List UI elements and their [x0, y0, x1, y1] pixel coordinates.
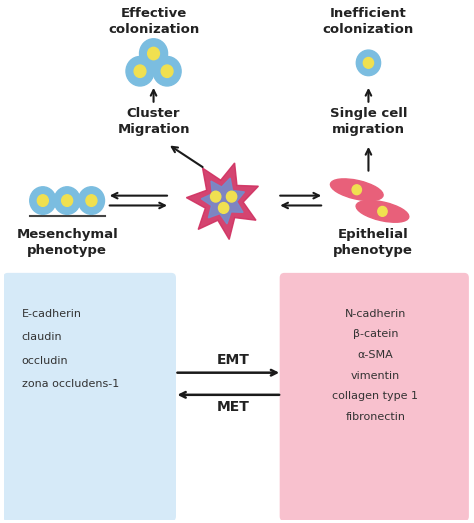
Circle shape: [30, 187, 56, 214]
Circle shape: [378, 207, 387, 217]
Circle shape: [139, 39, 168, 69]
Text: α-SMA: α-SMA: [357, 350, 393, 360]
Text: Inefficient
colonization: Inefficient colonization: [323, 7, 414, 36]
Circle shape: [37, 195, 48, 207]
Text: vimentin: vimentin: [351, 371, 400, 381]
Circle shape: [356, 50, 381, 76]
Text: fibronectin: fibronectin: [346, 412, 405, 422]
Text: collagen type 1: collagen type 1: [332, 391, 419, 401]
Text: N-cadherin: N-cadherin: [345, 309, 406, 319]
FancyBboxPatch shape: [280, 273, 469, 521]
Circle shape: [62, 195, 73, 207]
Text: β-catein: β-catein: [353, 329, 398, 339]
Polygon shape: [186, 163, 258, 240]
Text: Single cell
migration: Single cell migration: [330, 107, 407, 137]
Circle shape: [134, 65, 146, 77]
Circle shape: [364, 58, 374, 68]
Text: Epithelial
phenotype: Epithelial phenotype: [333, 228, 413, 257]
Text: EMT: EMT: [217, 354, 249, 367]
Circle shape: [161, 65, 173, 77]
Text: E-cadherin: E-cadherin: [22, 309, 82, 319]
Circle shape: [227, 191, 237, 202]
Circle shape: [219, 202, 229, 213]
Text: Effective
colonization: Effective colonization: [108, 7, 199, 36]
Circle shape: [148, 47, 159, 60]
Ellipse shape: [356, 200, 409, 222]
Text: Mesenchymal
phenotype: Mesenchymal phenotype: [16, 228, 118, 257]
Text: Cluster
Migration: Cluster Migration: [117, 107, 190, 137]
Circle shape: [78, 187, 104, 214]
Text: zona occludens-1: zona occludens-1: [22, 380, 119, 390]
Polygon shape: [201, 178, 245, 224]
Circle shape: [210, 191, 221, 202]
Circle shape: [54, 187, 80, 214]
Circle shape: [126, 56, 154, 86]
Text: occludin: occludin: [22, 356, 68, 366]
Circle shape: [86, 195, 97, 207]
FancyBboxPatch shape: [3, 273, 176, 521]
Text: MET: MET: [217, 400, 249, 414]
Circle shape: [153, 56, 181, 86]
Ellipse shape: [330, 179, 383, 201]
Circle shape: [352, 185, 362, 195]
Text: claudin: claudin: [22, 332, 63, 342]
